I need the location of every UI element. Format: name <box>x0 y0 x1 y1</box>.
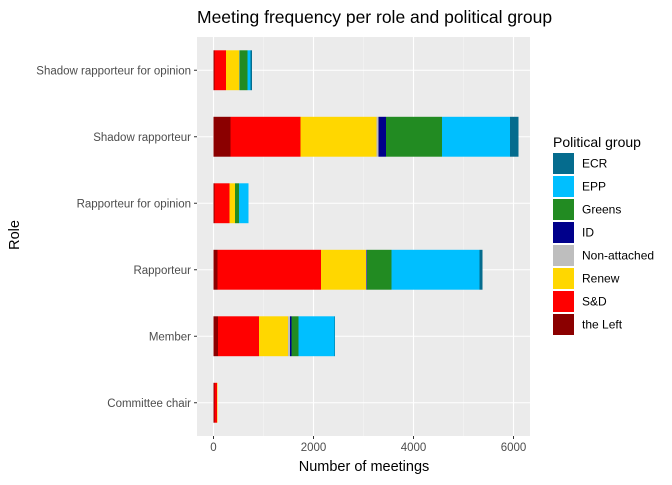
legend-key <box>553 268 574 289</box>
chart-title: Meeting frequency per role and political… <box>197 7 552 27</box>
bar-id <box>366 249 367 290</box>
legend-key <box>553 245 574 266</box>
bar-non-attached <box>288 316 290 357</box>
legend-label: ECR <box>582 157 608 171</box>
bar-ecr <box>510 116 519 157</box>
y-tick-label: Committee chair <box>107 398 191 410</box>
bar-the-left <box>213 183 215 224</box>
bar-id <box>290 316 292 357</box>
bar-the-left <box>213 382 215 423</box>
bar-non-attached <box>366 249 367 290</box>
bar-greens <box>239 50 248 91</box>
bar-the-left <box>213 116 231 157</box>
bar-s-d <box>214 50 226 91</box>
bar-s-d <box>217 249 321 290</box>
x-axis-title: Number of meetings <box>299 459 430 475</box>
legend-key <box>553 199 574 220</box>
bar-renew <box>300 116 377 157</box>
x-axis: 0 2000 4000 6000 <box>210 436 526 454</box>
legend-label: EPP <box>582 180 606 194</box>
y-tick-label: Shadow rapporteur <box>93 132 191 144</box>
y-tick-label: Member <box>149 331 191 343</box>
legend-key <box>553 176 574 197</box>
legend-title: Political group <box>553 134 641 150</box>
bar-ecr <box>479 249 483 290</box>
bar-the-left <box>213 316 218 357</box>
bar-id <box>378 116 386 157</box>
plot-panel <box>197 37 530 436</box>
legend-key <box>553 291 574 312</box>
legend-key <box>553 153 574 174</box>
bar-s-d <box>214 183 230 224</box>
bar-s-d <box>230 116 301 157</box>
x-tick-label: 0 <box>210 442 216 454</box>
bar-greens <box>291 316 299 357</box>
bar-ecr <box>334 316 335 357</box>
x-tick-label: 6000 <box>501 442 527 454</box>
bar-renew <box>217 382 218 423</box>
bars-group <box>213 50 519 423</box>
legend-key <box>553 222 574 243</box>
bar-greens <box>235 183 239 224</box>
legend-label: ID <box>582 226 594 240</box>
bar-greens <box>386 116 442 157</box>
bar-renew <box>321 249 366 290</box>
y-tick-label: Shadow rapporteur for opinion <box>36 65 191 77</box>
bar-renew <box>226 50 239 91</box>
y-axis-title: Role <box>7 220 23 250</box>
bar-non-attached <box>239 50 240 91</box>
y-tick-label: Rapporteur for opinion <box>77 198 191 210</box>
bar-ecr <box>250 50 252 91</box>
legend-key <box>553 314 574 335</box>
bar-epp <box>442 116 510 157</box>
bar-the-left <box>213 249 218 290</box>
bar-s-d <box>218 316 259 357</box>
legend-label: the Left <box>582 318 623 332</box>
bar-epp <box>247 50 251 91</box>
legend-label: Non-attached <box>582 249 654 263</box>
y-axis: Shadow rapporteur for opinion Shadow rapp… <box>36 65 197 410</box>
y-tick-label: Rapporteur <box>133 265 191 277</box>
bar-epp <box>391 249 480 290</box>
legend: Political group ECR EPP Greens ID Non-attach… <box>553 134 654 335</box>
legend-label: Greens <box>582 203 621 217</box>
legend-label: Renew <box>582 272 620 286</box>
bar-renew <box>229 183 235 224</box>
bar-epp <box>239 183 249 224</box>
bar-the-left <box>213 50 215 91</box>
x-tick-label: 4000 <box>401 442 427 454</box>
bar-non-attached <box>376 116 379 157</box>
legend-label: S&D <box>582 295 607 309</box>
bar-epp <box>298 316 335 357</box>
bar-greens <box>367 249 392 290</box>
bar-s-d <box>214 382 217 423</box>
x-tick-label: 2000 <box>301 442 327 454</box>
bar-renew <box>259 316 288 357</box>
